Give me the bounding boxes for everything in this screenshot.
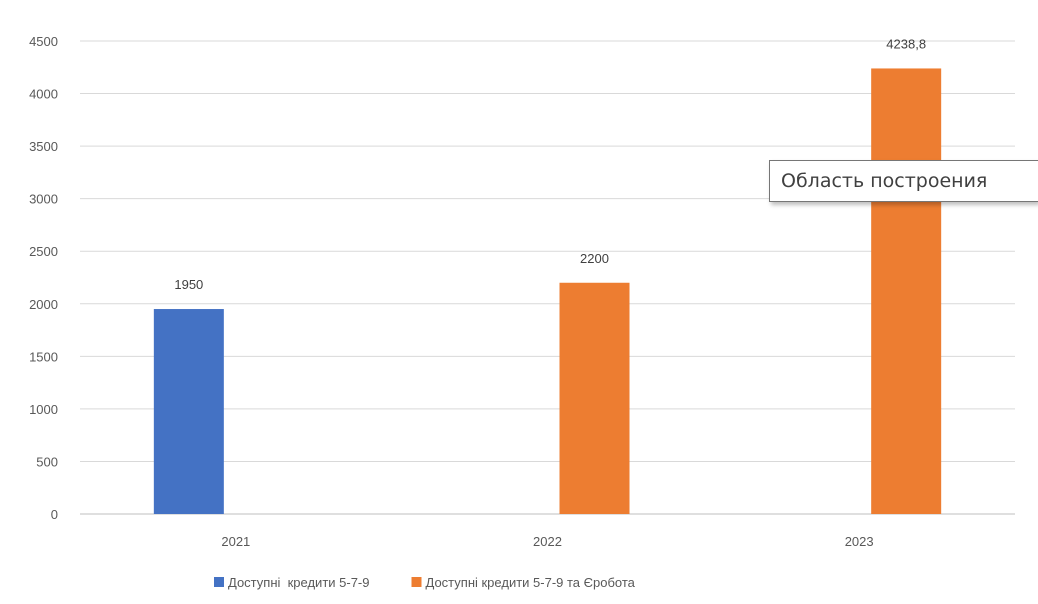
data-label: 2200 <box>580 251 609 266</box>
data-label: 1950 <box>174 277 203 292</box>
legend-label: Доступні кредити 5-7-9 <box>228 575 370 590</box>
x-tick-label: 2023 <box>845 534 874 549</box>
y-tick-label: 2500 <box>29 244 58 259</box>
gridlines <box>80 40 1015 515</box>
bar <box>871 68 942 515</box>
y-tick-label: 500 <box>36 454 58 469</box>
y-tick-label: 4500 <box>29 34 58 49</box>
data-labels: 1950 2200 4238,8 <box>174 36 926 292</box>
x-tick-label: 2021 <box>221 534 250 549</box>
x-axis-ticks: 2021 2022 2023 <box>221 534 873 549</box>
y-tick-label: 3000 <box>29 192 58 207</box>
y-tick-label: 0 <box>51 507 58 522</box>
bar <box>153 309 224 514</box>
legend-item[interactable]: Доступні кредити 5-7-9 <box>214 575 370 590</box>
y-tick-label: 4000 <box>29 87 58 102</box>
y-tick-label: 2000 <box>29 297 58 312</box>
legend-swatch <box>411 577 422 587</box>
legend-swatch <box>214 577 224 587</box>
legend-item[interactable]: Доступні кредити 5-7-9 та Єробота <box>411 575 636 590</box>
bars <box>153 68 942 515</box>
y-tick-label: 1500 <box>29 349 58 364</box>
legend-label: Доступні кредити 5-7-9 та Єробота <box>426 575 636 590</box>
plot-area-tooltip: Область построения <box>769 160 1038 202</box>
x-tick-label: 2022 <box>533 534 562 549</box>
y-tick-label: 1000 <box>29 402 58 417</box>
data-label: 4238,8 <box>886 36 926 51</box>
bar <box>559 282 630 514</box>
y-axis-ticks: 0 500 1000 1500 2000 2500 3000 3500 4000 4500 <box>29 34 58 522</box>
legend[interactable]: Доступні кредити 5-7-9 Доступні кредити 5… <box>214 575 636 590</box>
y-tick-label: 3500 <box>29 139 58 154</box>
